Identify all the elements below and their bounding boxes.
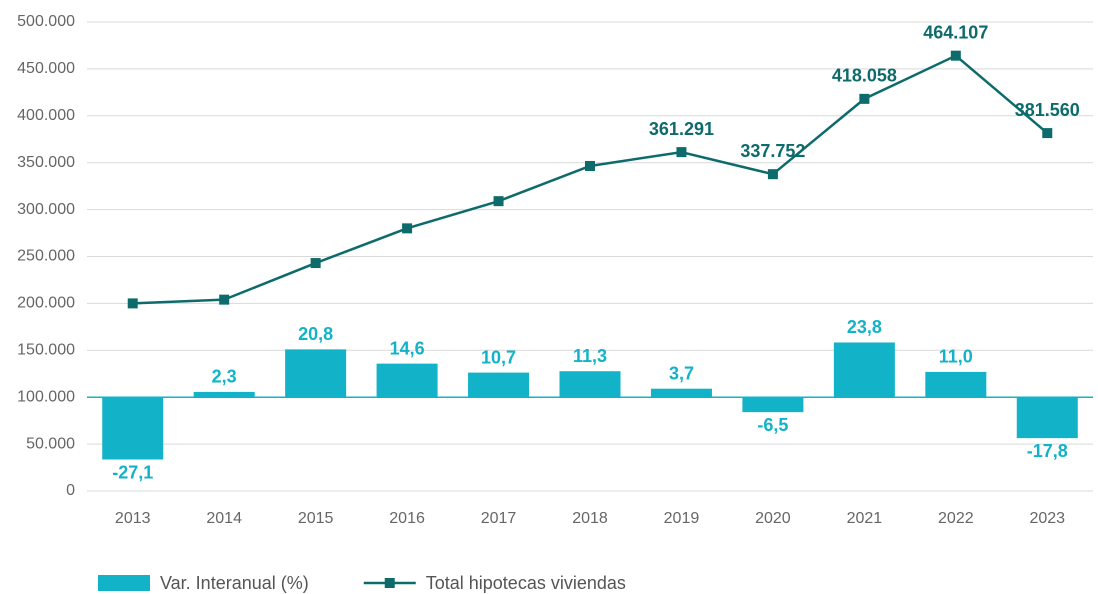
y-tick-label: 450.000 xyxy=(17,60,75,77)
line-marker xyxy=(310,258,321,269)
x-tick-label: 2014 xyxy=(206,510,242,527)
y-tick-label: 200.000 xyxy=(17,295,75,312)
line-marker xyxy=(127,298,138,309)
x-tick-label: 2019 xyxy=(664,510,700,527)
line-marker xyxy=(859,93,870,104)
legend-swatch xyxy=(98,575,150,591)
bar-label: 23,8 xyxy=(847,317,882,337)
legend-label: Total hipotecas viviendas xyxy=(426,573,626,593)
y-tick-label: 100.000 xyxy=(17,388,75,405)
x-tick-label: 2018 xyxy=(572,510,608,527)
line-marker xyxy=(219,294,230,305)
y-tick-label: 400.000 xyxy=(17,107,75,124)
bar xyxy=(742,397,804,413)
x-tick-label: 2015 xyxy=(298,510,334,527)
line-label: 337.752 xyxy=(740,141,805,161)
line-marker xyxy=(676,147,687,158)
bar xyxy=(833,342,895,398)
y-tick-label: 0 xyxy=(66,482,75,499)
bar xyxy=(285,349,347,398)
line-marker xyxy=(1042,128,1053,139)
y-tick-label: 350.000 xyxy=(17,154,75,171)
bar xyxy=(102,397,164,460)
bar-label: 10,7 xyxy=(481,347,516,367)
x-tick-label: 2023 xyxy=(1029,510,1065,527)
line-marker xyxy=(402,223,413,234)
y-tick-label: 250.000 xyxy=(17,248,75,265)
bar-label: 14,6 xyxy=(390,338,425,358)
bar-label: 11,0 xyxy=(939,347,973,367)
line-marker xyxy=(585,160,595,171)
x-tick-label: 2017 xyxy=(481,510,517,527)
y-tick-label: 50.000 xyxy=(26,435,75,452)
bar-label: 11,3 xyxy=(573,346,607,366)
line-label: 381.560 xyxy=(1015,100,1080,120)
x-tick-label: 2016 xyxy=(389,510,425,527)
x-tick-label: 2022 xyxy=(938,510,974,527)
bar-label: 20,8 xyxy=(298,324,333,344)
y-tick-label: 300.000 xyxy=(17,201,75,218)
x-tick-label: 2020 xyxy=(755,510,791,527)
bar-label: -17,8 xyxy=(1027,441,1068,461)
bar xyxy=(376,363,438,398)
y-tick-label: 150.000 xyxy=(17,342,75,359)
legend-label: Var. Interanual (%) xyxy=(160,573,309,593)
y-tick-label: 500.000 xyxy=(17,13,75,30)
line-label: 418.058 xyxy=(832,66,897,86)
x-tick-label: 2021 xyxy=(847,510,883,527)
legend-swatch xyxy=(384,578,395,588)
bar xyxy=(193,391,255,398)
bar xyxy=(650,388,712,398)
line-marker xyxy=(767,169,778,180)
bar-label: -6,5 xyxy=(757,415,788,435)
bar xyxy=(1016,397,1078,439)
bar-label: 3,7 xyxy=(669,363,694,383)
line-label: 361.291 xyxy=(649,119,714,139)
bar-label: -27,1 xyxy=(112,462,153,482)
line-marker xyxy=(950,50,961,61)
bar xyxy=(925,371,987,398)
bar xyxy=(559,371,621,398)
line-label: 464.107 xyxy=(923,22,988,42)
line xyxy=(132,54,1049,305)
bar xyxy=(468,372,530,398)
line-marker xyxy=(493,196,504,207)
x-tick-label: 2013 xyxy=(115,510,151,527)
bar-label: 2,3 xyxy=(212,367,237,387)
